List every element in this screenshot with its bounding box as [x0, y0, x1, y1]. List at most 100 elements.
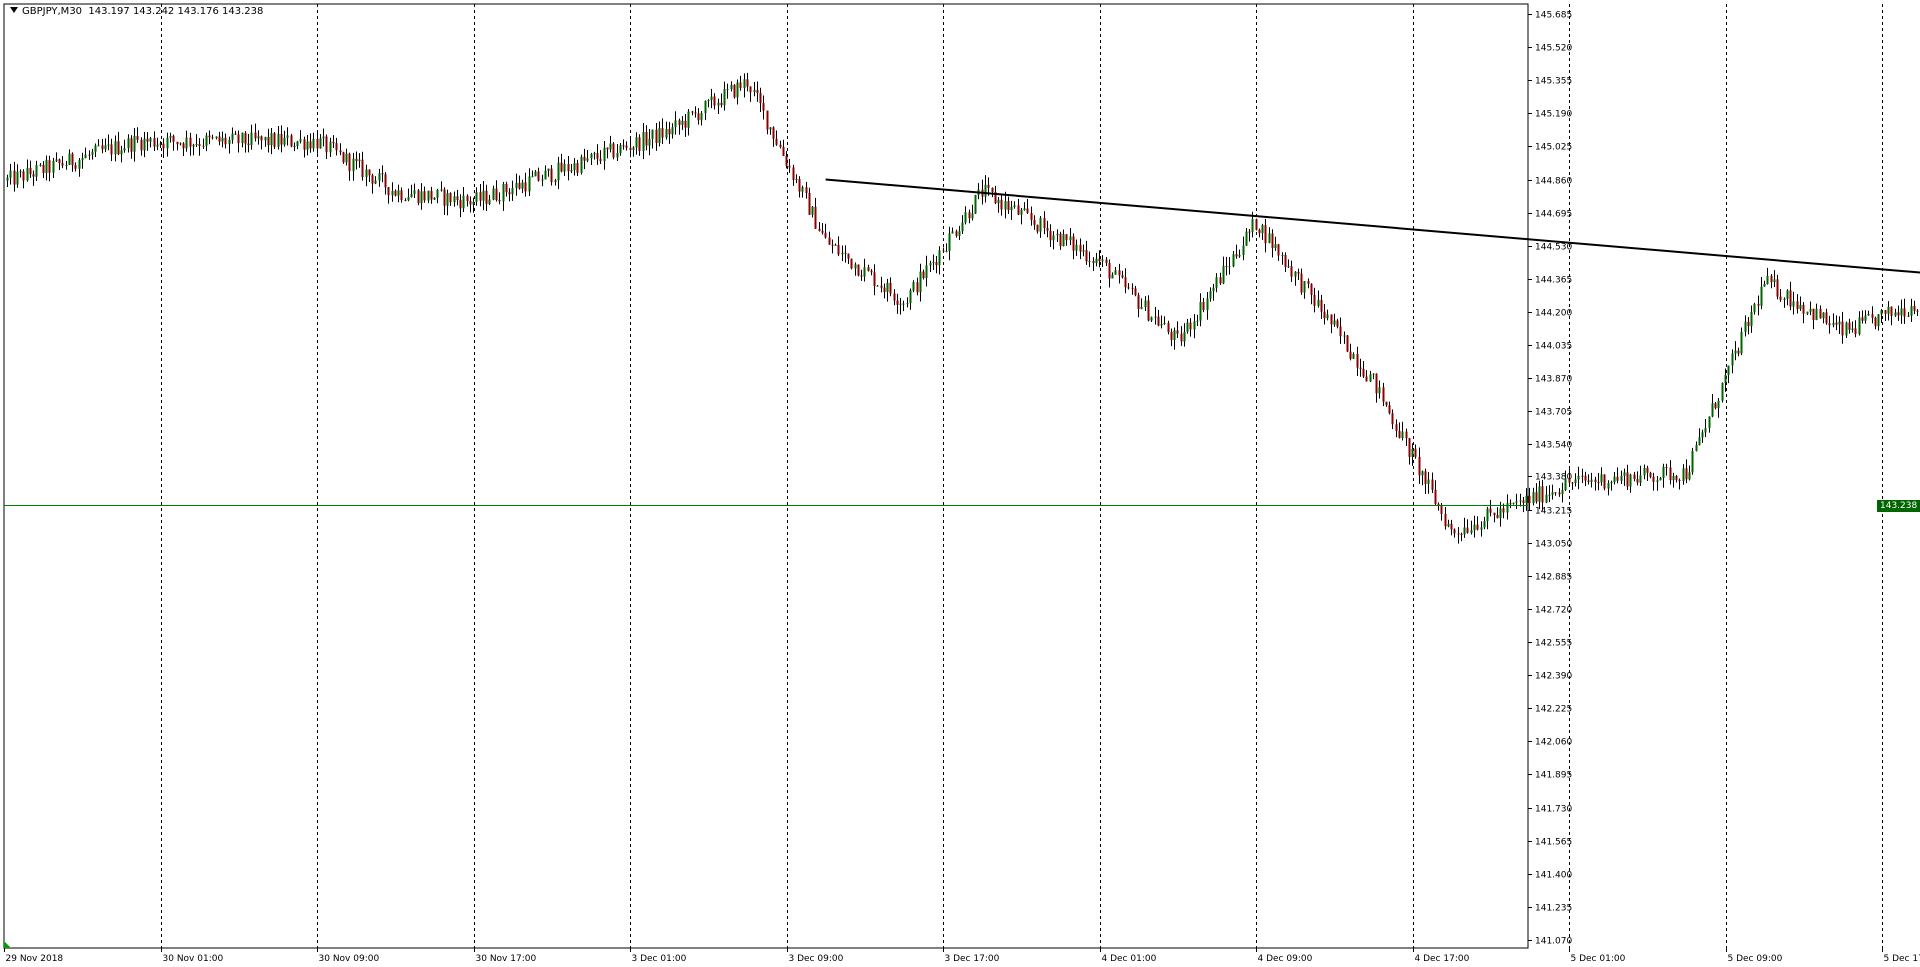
bear-candle	[860, 275, 863, 277]
bear-candle	[567, 163, 570, 172]
bull-candle	[665, 128, 668, 138]
bear-candle	[1418, 456, 1421, 476]
ohlc-readout: 143.197 143.242 143.176 143.238	[88, 6, 264, 17]
bull-candle	[1717, 400, 1720, 409]
bull-candle	[1698, 437, 1701, 446]
bear-candle	[1493, 512, 1496, 516]
bull-candle	[1326, 314, 1329, 319]
bull-candle	[107, 144, 110, 146]
bull-candle	[1877, 314, 1880, 327]
bull-candle	[1062, 234, 1065, 247]
bear-candle	[994, 192, 997, 204]
autoscroll-marker[interactable]	[4, 941, 11, 948]
y-tick-label: 142.720	[1535, 606, 1572, 616]
bull-candle	[1196, 320, 1199, 322]
bear-candle	[303, 139, 306, 150]
bull-candle	[1704, 428, 1707, 433]
bear-candle	[625, 145, 628, 148]
bull-candle	[1600, 474, 1603, 483]
bull-candle	[156, 144, 159, 147]
bull-candle	[1232, 254, 1235, 267]
bull-candle	[1910, 306, 1913, 316]
bear-candle	[1026, 208, 1029, 214]
trendline[interactable]	[825, 178, 1920, 485]
bull-candle	[1173, 330, 1176, 340]
bear-candle	[1395, 424, 1398, 431]
bull-candle	[534, 171, 537, 177]
bear-candle	[1825, 312, 1828, 324]
bull-candle	[1773, 279, 1776, 283]
bull-candle	[264, 136, 267, 141]
x-tick-label: 3 Dec 09:00	[789, 954, 844, 964]
bull-candle	[1140, 306, 1143, 309]
bull-candle	[929, 263, 932, 266]
bear-candle	[873, 272, 876, 287]
symbol-dropdown-icon[interactable]	[10, 7, 18, 13]
bull-candle	[488, 199, 491, 204]
bull-candle	[322, 136, 325, 139]
bull-candle	[515, 182, 518, 189]
bull-candle	[1525, 495, 1528, 503]
bear-candle	[1092, 260, 1095, 264]
bull-candle	[277, 134, 280, 147]
bull-candle	[1815, 308, 1818, 321]
bear-candle	[1414, 448, 1417, 457]
bull-candle	[482, 190, 485, 201]
bull-candle	[1561, 489, 1564, 495]
bull-candle	[651, 129, 654, 139]
bear-candle	[130, 138, 133, 152]
bear-candle	[1255, 219, 1258, 230]
bear-candle	[814, 206, 817, 229]
y-tick-label: 144.035	[1535, 342, 1572, 352]
plot-frame	[3, 3, 1529, 949]
bear-candle	[1861, 317, 1864, 321]
bull-candle	[1724, 374, 1727, 383]
bear-candle	[1597, 482, 1600, 484]
bear-candle	[466, 195, 469, 202]
bear-candle	[1502, 508, 1505, 513]
bull-candle	[453, 196, 456, 203]
bull-candle	[1838, 321, 1841, 325]
bear-candle	[1457, 533, 1460, 535]
bear-candle	[198, 144, 201, 146]
bull-candle	[1880, 310, 1883, 315]
bear-candle	[172, 135, 175, 142]
bull-candle	[1629, 474, 1632, 487]
bull-candle	[433, 197, 436, 200]
bear-candle	[798, 179, 801, 192]
bear-candle	[1362, 368, 1365, 377]
y-tick-label: 142.885	[1535, 573, 1572, 583]
bear-candle	[1776, 279, 1779, 297]
bull-candle	[440, 189, 443, 191]
bull-candle	[195, 144, 198, 146]
bull-candle	[1480, 527, 1483, 530]
bear-candle	[655, 129, 658, 143]
bear-candle	[1219, 277, 1222, 284]
bear-candle	[518, 182, 521, 189]
bear-candle	[309, 141, 312, 149]
bear-candle	[224, 137, 227, 145]
bear-candle	[335, 143, 338, 151]
bull-candle	[1851, 328, 1854, 330]
bull-candle	[1691, 451, 1694, 473]
bear-candle	[342, 152, 345, 163]
bear-candle	[479, 192, 482, 201]
bull-candle	[1303, 281, 1306, 293]
bear-candle	[1581, 475, 1584, 477]
bull-candle	[9, 170, 12, 178]
bear-candle	[756, 89, 759, 94]
bear-candle	[1079, 244, 1082, 252]
bull-candle	[378, 173, 381, 181]
bear-candle	[42, 164, 45, 173]
bull-candle	[1792, 301, 1795, 307]
bull-candle	[91, 151, 94, 155]
y-tick-label: 143.380	[1535, 473, 1572, 483]
bull-candle	[1822, 312, 1825, 319]
x-tick-label: 4 Dec 01:00	[1102, 954, 1157, 964]
bear-candle	[1812, 308, 1815, 321]
bull-candle	[841, 252, 844, 255]
x-tick-label: 30 Nov 17:00	[476, 954, 537, 964]
bull-candle	[221, 137, 224, 142]
